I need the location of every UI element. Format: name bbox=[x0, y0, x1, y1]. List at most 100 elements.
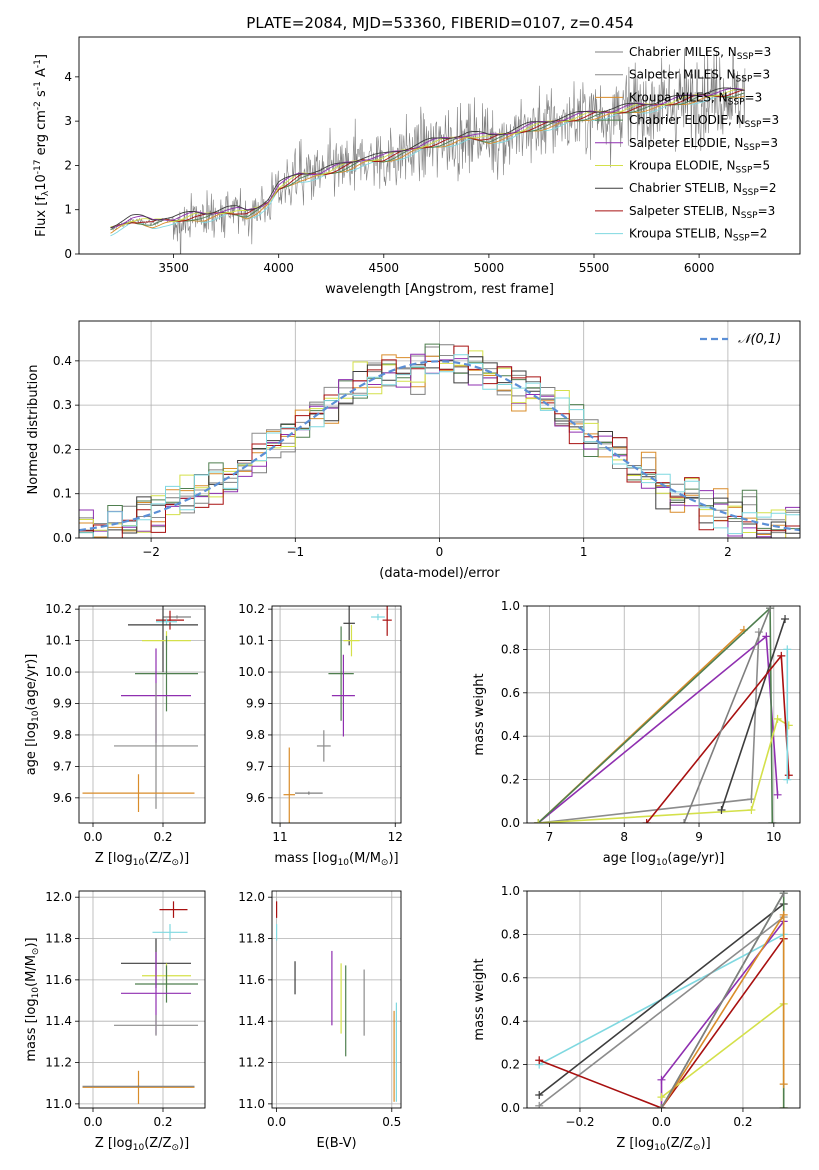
x-axis-label: Z [log10(Z/Z⊙)] bbox=[95, 1136, 189, 1153]
y-tick-label: 0 bbox=[64, 247, 72, 261]
x-tick-label: 4000 bbox=[263, 261, 294, 275]
legend-entry: Kroupa ELODIE, NSSP=5 bbox=[629, 159, 770, 176]
panel-mass-vs-ebv: 0.0 0.5 11.0 11.2 11.4 11.6 11.8 12.0 E(B-V) bbox=[238, 890, 402, 1151]
y-tick-label: 9.8 bbox=[53, 728, 72, 742]
y-axis-label: age [log10(age/yr)] bbox=[24, 654, 41, 776]
x-tick-label: 11 bbox=[272, 830, 287, 844]
weight-point-marker bbox=[657, 1093, 666, 1102]
y-tick-label: 3 bbox=[64, 114, 72, 128]
y-tick-label: 0.2 bbox=[501, 1058, 520, 1072]
panel-mass-vs-Z: 0.0 0.2 11.0 11.2 11.4 11.6 11.8 12.0 Z [log10(Z… bbox=[24, 890, 206, 1153]
axes-frame bbox=[526, 605, 801, 824]
x-tick-label: 12 bbox=[388, 830, 403, 844]
weight-point-marker bbox=[779, 891, 788, 898]
y-tick-label: 11.0 bbox=[238, 1097, 265, 1111]
y-tick-label: 0.3 bbox=[53, 398, 72, 412]
weight-point-marker bbox=[779, 1104, 788, 1108]
legend-entry: Kroupa MILES, NSSP=3 bbox=[629, 90, 762, 107]
y-axis-label: mass weight bbox=[472, 673, 487, 755]
panel-spectrum: 3500 4000 4500 5000 5500 6000 0 1 2 3 4 wavelength … bbox=[33, 36, 801, 297]
weight-point-marker bbox=[779, 910, 788, 919]
panel-age-vs-Z: 0.0 0.2 9.6 9.7 9.8 9.9 10.0 10.1 10.2 Z [log10(Z… bbox=[24, 602, 206, 868]
y-tick-label: 1.0 bbox=[501, 884, 520, 898]
legend-entry: 𝒩(0,1) bbox=[738, 332, 781, 347]
legend-entry: Chabrier STELIB, NSSP=2 bbox=[629, 181, 777, 198]
weight-point-marker bbox=[783, 775, 792, 784]
weight-series-line bbox=[537, 634, 779, 823]
y-tick-label: 0.6 bbox=[501, 686, 520, 700]
y-tick-label: 9.9 bbox=[246, 696, 265, 710]
y-tick-label: 1.0 bbox=[501, 599, 520, 613]
axes-frame bbox=[78, 605, 206, 824]
y-axis-label: mass weight bbox=[472, 958, 487, 1040]
legend-entry: Salpeter STELIB, NSSP=3 bbox=[629, 204, 775, 221]
legend-entry: Salpeter ELODIE, NSSP=3 bbox=[629, 136, 778, 153]
weight-point-marker bbox=[768, 819, 777, 823]
histogram-series bbox=[79, 345, 800, 538]
y-tick-label: 0.8 bbox=[501, 642, 520, 656]
panel-age-vs-mass: 11 12 9.6 9.7 9.8 9.9 10.0 10.1 10.2 mass [log10(… bbox=[238, 602, 403, 868]
y-tick-label: 0.6 bbox=[501, 971, 520, 985]
x-axis-label: mass [log10(M/M⊙)] bbox=[274, 851, 398, 868]
weight-series-line bbox=[538, 717, 790, 823]
x-tick-label: 0.2 bbox=[153, 830, 172, 844]
x-tick-label: 0.0 bbox=[652, 1115, 671, 1129]
histogram-series bbox=[79, 354, 800, 538]
weight-point-marker bbox=[717, 805, 726, 814]
x-tick-label: 7 bbox=[546, 830, 554, 844]
axes-frame bbox=[271, 605, 402, 824]
y-tick-label: 12.0 bbox=[238, 890, 265, 904]
panel-residuals: −2 −1 0 1 2 0.0 0.1 0.2 0.3 0.4 (data-model)/error… bbox=[26, 320, 801, 581]
y-tick-label: 0.2 bbox=[53, 442, 72, 456]
x-tick-label: 0.5 bbox=[382, 1115, 401, 1129]
spectrum-model-line bbox=[110, 87, 745, 229]
y-tick-label: 0.0 bbox=[501, 1101, 520, 1115]
x-tick-label: 1 bbox=[580, 545, 588, 559]
y-tick-label: 11.2 bbox=[238, 1056, 265, 1070]
y-tick-label: 9.7 bbox=[53, 759, 72, 773]
spectrum-model-line bbox=[110, 89, 745, 228]
x-tick-label: −1 bbox=[286, 545, 304, 559]
weight-point-marker bbox=[535, 1056, 544, 1065]
x-tick-label: 0.0 bbox=[83, 830, 102, 844]
y-tick-label: 0.4 bbox=[501, 729, 520, 743]
x-tick-label: 0 bbox=[436, 545, 444, 559]
y-axis-label: mass [log10(M/M⊙)] bbox=[24, 937, 41, 1061]
weight-series-line bbox=[720, 618, 786, 811]
weight-series-line bbox=[537, 606, 774, 823]
y-tick-label: 12.0 bbox=[45, 890, 72, 904]
x-tick-label: 4500 bbox=[369, 261, 400, 275]
weight-point-marker bbox=[773, 790, 782, 799]
weight-point-marker bbox=[762, 632, 771, 641]
y-tick-label: 11.4 bbox=[238, 1014, 265, 1028]
y-tick-label: 0.2 bbox=[501, 773, 520, 787]
legend-entry: Chabrier MILES, NSSP=3 bbox=[629, 45, 771, 62]
weight-point-marker bbox=[747, 805, 756, 814]
x-tick-label: 0.2 bbox=[153, 1115, 172, 1129]
y-tick-label: 9.6 bbox=[53, 791, 72, 805]
y-tick-label: 0.4 bbox=[53, 354, 72, 368]
weight-point-marker bbox=[777, 651, 786, 660]
x-axis-label: wavelength [Angstrom, rest frame] bbox=[325, 282, 554, 297]
weight-point-marker bbox=[535, 1090, 544, 1099]
weight-point-marker bbox=[657, 1104, 666, 1108]
weight-point-marker bbox=[779, 1080, 788, 1089]
axes-frame bbox=[78, 320, 801, 539]
x-tick-label: 0.0 bbox=[267, 1115, 286, 1129]
x-axis-label: Z [log10(Z/Z⊙)] bbox=[616, 1136, 710, 1153]
weight-series-line bbox=[538, 631, 760, 823]
weight-point-marker bbox=[680, 819, 689, 823]
weight-point-marker bbox=[783, 645, 792, 654]
spectrum-data-line bbox=[110, 48, 746, 254]
y-tick-label: 11.6 bbox=[45, 973, 72, 987]
axes-frame bbox=[78, 36, 801, 255]
y-tick-label: 9.8 bbox=[246, 728, 265, 742]
y-tick-label: 2 bbox=[64, 158, 72, 172]
panel-weight-vs-age: 7 8 9 10 0.0 0.2 0.4 0.6 0.8 1.0 age [log10(age/yr… bbox=[472, 599, 801, 868]
spectrum-model-line bbox=[110, 88, 745, 229]
x-tick-label: 5500 bbox=[579, 261, 610, 275]
y-axis-label: Normed distribution bbox=[26, 365, 41, 495]
y-tick-label: 9.7 bbox=[246, 759, 265, 773]
y-tick-label: 10.0 bbox=[238, 665, 265, 679]
